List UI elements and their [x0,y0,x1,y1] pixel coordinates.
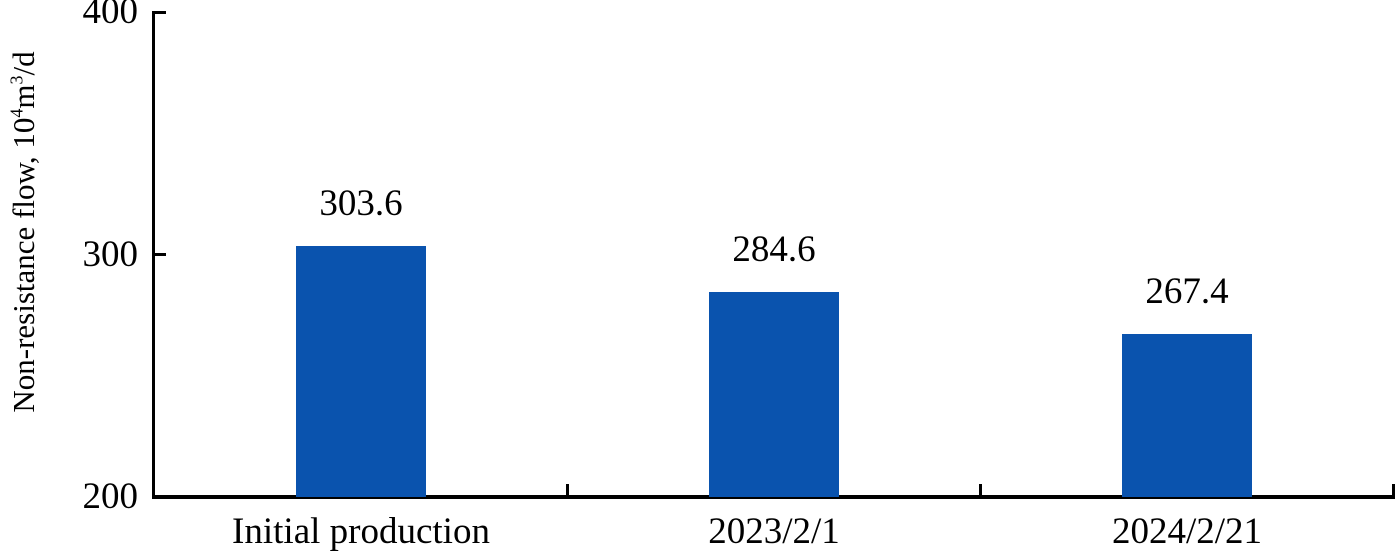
y-tick-label-300: 300 [82,234,139,275]
y-tick-label-400: 400 [82,0,139,32]
bar-initial-production [296,246,426,497]
x-tick-mark-2 [979,483,982,496]
value-label-2023-2-1: 284.6 [732,229,816,270]
y-tick-mark-300 [154,253,166,256]
y-axis-title-unit-m: m [6,84,41,109]
y-axis-title-superscript-3: 3 [6,75,27,85]
y-axis-title-superscript-4: 4 [6,108,27,118]
x-category-label-2024-2-21: 2024/2/21 [1111,511,1263,552]
x-axis-line [152,495,1395,499]
y-tick-mark-400 [154,11,166,14]
x-category-label-initial-production: Initial production [232,511,490,552]
bar-2024-2-21 [1122,334,1252,497]
value-label-2024-2-21: 267.4 [1145,271,1229,312]
y-axis-title-unit-per-day: /d [6,51,41,76]
y-tick-label-200: 200 [82,476,139,517]
x-category-label-2023-2-1: 2023/2/1 [708,511,840,552]
y-axis-line [152,11,155,499]
bar-2023-2-1 [709,292,839,497]
y-tick-mark-200 [154,496,166,499]
x-tick-mark-3 [1392,483,1395,496]
value-label-initial-production: 303.6 [319,183,403,224]
x-tick-mark-1 [566,483,569,496]
